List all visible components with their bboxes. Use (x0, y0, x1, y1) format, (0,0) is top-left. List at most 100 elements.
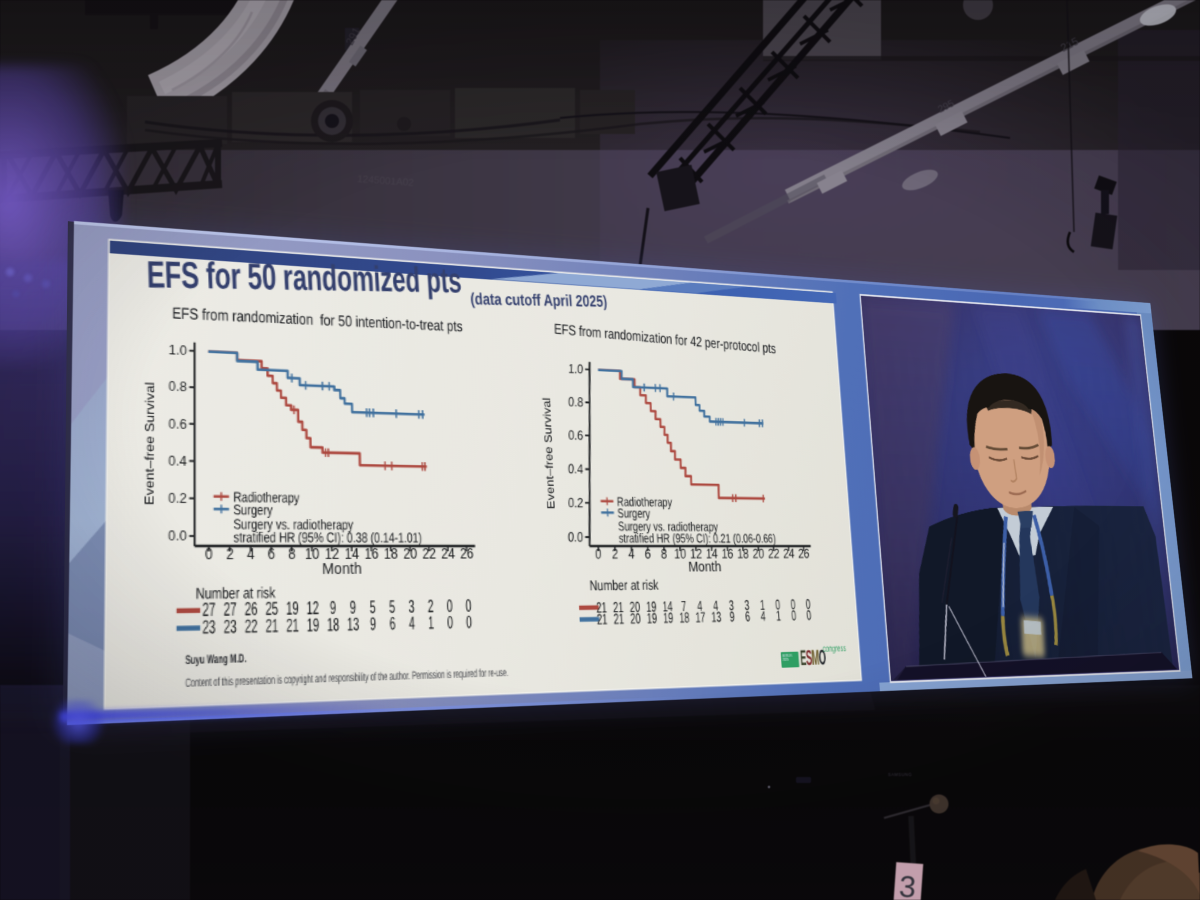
svg-text:23: 23 (202, 616, 215, 638)
svg-text:0: 0 (805, 596, 811, 611)
svg-text:1: 1 (776, 608, 782, 624)
svg-text:6: 6 (389, 613, 395, 634)
svg-text:0: 0 (595, 546, 601, 562)
svg-text:0.4: 0.4 (568, 460, 583, 476)
svg-text:6: 6 (645, 546, 651, 561)
svg-text:9: 9 (370, 614, 376, 635)
svg-text:2: 2 (612, 546, 618, 562)
svg-text:4: 4 (628, 546, 634, 561)
svg-text:24: 24 (783, 546, 795, 561)
svg-text:0: 0 (446, 596, 452, 616)
svg-text:19: 19 (307, 615, 320, 636)
svg-text:22: 22 (422, 546, 436, 562)
svg-text:17: 17 (695, 609, 706, 625)
svg-text:stratified HR (95% CI): 0.38 (: stratified HR (95% CI): 0.38 (0.14-1.01) (233, 528, 421, 545)
svg-text:0.6: 0.6 (568, 427, 583, 443)
svg-text:Month: Month (688, 559, 722, 575)
svg-text:20: 20 (629, 598, 640, 614)
svg-text:18: 18 (327, 614, 340, 635)
svg-text:22: 22 (245, 616, 258, 638)
svg-text:23: 23 (224, 616, 237, 638)
svg-text:2: 2 (427, 596, 433, 616)
svg-text:10: 10 (305, 546, 320, 563)
svg-text:4: 4 (247, 546, 255, 563)
svg-text:16: 16 (721, 546, 733, 561)
svg-text:1.0: 1.0 (568, 360, 583, 376)
svg-text:Event–free Survival: Event–free Survival (540, 397, 556, 509)
svg-text:13: 13 (711, 609, 722, 625)
svg-text:19: 19 (286, 598, 299, 619)
svg-text:21: 21 (265, 615, 278, 636)
svg-text:Surgery: Surgery (617, 505, 651, 520)
svg-text:18: 18 (737, 546, 749, 561)
svg-text:4: 4 (697, 598, 703, 614)
svg-text:21: 21 (613, 599, 624, 615)
svg-text:Number at risk: Number at risk (196, 584, 276, 602)
svg-text:6: 6 (745, 608, 751, 624)
svg-text:26: 26 (798, 546, 810, 561)
svg-text:20: 20 (630, 610, 641, 626)
svg-text:12: 12 (690, 546, 702, 561)
svg-text:Event–free Survival: Event–free Survival (142, 381, 157, 504)
svg-text:0.8: 0.8 (568, 393, 583, 409)
svg-text:0: 0 (806, 607, 812, 623)
svg-text:19: 19 (646, 598, 657, 614)
svg-text:9: 9 (729, 608, 735, 624)
svg-text:0: 0 (465, 596, 471, 616)
svg-text:Month: Month (322, 560, 362, 578)
svg-text:21: 21 (596, 599, 607, 615)
svg-text:12: 12 (306, 598, 319, 619)
svg-text:0.0: 0.0 (168, 526, 187, 543)
svg-text:8: 8 (661, 546, 667, 561)
svg-text:1.0: 1.0 (168, 340, 186, 357)
svg-text:4: 4 (409, 613, 415, 634)
svg-text:0: 0 (790, 596, 796, 612)
svg-text:1245001A02: 1245001A02 (357, 174, 415, 189)
svg-text:18: 18 (679, 609, 690, 625)
svg-text:22: 22 (768, 546, 780, 561)
svg-text:2: 2 (226, 546, 234, 563)
svg-text:19: 19 (646, 610, 657, 626)
svg-text:5: 5 (369, 597, 375, 618)
svg-text:1: 1 (759, 597, 765, 613)
svg-text:21: 21 (613, 610, 624, 626)
svg-text:14: 14 (662, 598, 673, 614)
svg-text:Surgery vs. radiotherapy: Surgery vs. radiotherapy (618, 518, 719, 533)
svg-text:Surgery: Surgery (233, 501, 273, 518)
svg-text:27: 27 (224, 599, 237, 620)
svg-text:0.2: 0.2 (568, 494, 583, 510)
svg-text:21: 21 (596, 611, 607, 628)
svg-text:Surgery vs. radiotherapy: Surgery vs. radiotherapy (233, 515, 353, 532)
svg-text:27: 27 (202, 599, 215, 621)
svg-text:stratified HR (95% CI): 0.21 (: stratified HR (95% CI): 0.21 (0.06-0.66) (618, 530, 776, 545)
svg-text:0.0: 0.0 (568, 528, 583, 544)
svg-text:9: 9 (349, 597, 355, 618)
svg-text:26: 26 (460, 546, 474, 562)
svg-text:24: 24 (441, 546, 455, 562)
svg-text:18: 18 (384, 546, 398, 562)
svg-text:26: 26 (245, 598, 258, 619)
svg-text:3: 3 (728, 597, 734, 613)
svg-text:0.8: 0.8 (168, 377, 187, 394)
svg-text:7: 7 (681, 598, 687, 614)
svg-text:3: 3 (898, 870, 917, 900)
svg-text:21: 21 (286, 615, 299, 636)
svg-text:5: 5 (389, 597, 395, 618)
svg-text:6: 6 (267, 546, 275, 563)
svg-text:25: 25 (265, 598, 278, 619)
svg-text:0.6: 0.6 (168, 414, 187, 431)
svg-text:14: 14 (706, 546, 718, 561)
svg-text:13: 13 (347, 614, 360, 635)
svg-text:SAMSUNG: SAMSUNG (888, 772, 912, 777)
svg-text:14: 14 (344, 546, 359, 563)
svg-text:20: 20 (752, 546, 764, 561)
svg-text:Radiotherapy: Radiotherapy (233, 488, 300, 505)
svg-text:0.2: 0.2 (168, 489, 187, 506)
svg-text:16: 16 (364, 546, 378, 563)
svg-text:0: 0 (205, 546, 213, 563)
svg-text:4: 4 (713, 597, 719, 613)
svg-text:4: 4 (760, 608, 766, 624)
svg-text:9: 9 (330, 597, 336, 618)
svg-text:0: 0 (466, 612, 472, 632)
svg-text:Radiotherapy: Radiotherapy (616, 493, 672, 509)
